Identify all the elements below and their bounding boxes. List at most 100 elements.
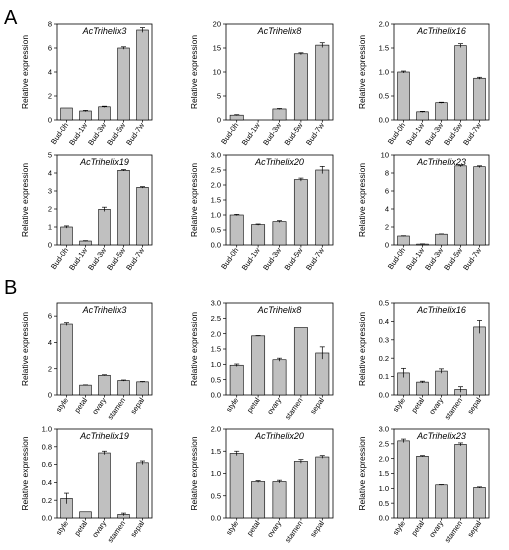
y-tick-label: 1.5	[211, 345, 221, 354]
x-tick-label: Bud-0h	[219, 246, 240, 271]
chart-title: AcTrihelix3	[82, 26, 127, 36]
chart-12: AcTrihelix23 Relative expression 0.0 0.5 1.0…	[357, 425, 490, 544]
y-tick-label: 0.5	[379, 299, 389, 308]
x-tick-label: Bud-5w	[105, 246, 127, 272]
y-tick-label: 5	[217, 92, 221, 101]
x-tick-label: Bud-5w	[442, 121, 464, 147]
y-tick-label: 6	[385, 187, 389, 196]
bar-style	[229, 364, 244, 396]
y-tick-label: 0	[48, 116, 52, 125]
x-tick-label: Bud-3w	[261, 246, 283, 272]
bar-bud-5w	[117, 47, 130, 121]
bar-bud-7w	[315, 169, 330, 246]
y-tick-label: 3	[48, 187, 52, 196]
bar-ovary	[435, 370, 448, 396]
bar-bud-0h	[229, 114, 244, 121]
x-tick-label: petal	[409, 396, 426, 415]
chart-8: AcTrihelix8 Relative expression 0.0 0.5 1.0 1…	[189, 299, 334, 421]
x-tick-label: Bud-7w	[461, 121, 483, 147]
y-tick-label: 2	[48, 205, 52, 214]
y-tick-label: 8	[48, 20, 52, 29]
y-tick-label: 0.0	[379, 391, 389, 400]
bar-petal	[251, 335, 266, 396]
bar-bud-7w	[136, 187, 149, 246]
y-axis-label: Relative expression	[357, 163, 367, 237]
bar-sepal	[473, 326, 486, 396]
chart-5: AcTrihelix20 Relative expression 0.0 0.5 1.0…	[189, 151, 334, 272]
y-tick-label: 0.8	[42, 442, 52, 451]
chart-7: AcTrihelix3 Relative expression 0 2 4 6 style p…	[20, 302, 153, 421]
x-tick-label: ovary	[265, 396, 283, 416]
chart-title: AcTrihelix8	[257, 26, 302, 36]
y-tick-label: 0.2	[379, 354, 389, 363]
bar-bud-0h	[60, 107, 73, 121]
x-tick-label: Bud-3w	[86, 246, 108, 272]
y-tick-label: 8	[385, 169, 389, 178]
y-tick-label: 2	[385, 223, 389, 232]
x-tick-label: Bud-7w	[461, 246, 483, 272]
y-tick-label: 0.0	[42, 514, 52, 523]
x-tick-label: Bud-1w	[404, 121, 426, 147]
y-tick-label: 5	[48, 151, 52, 160]
x-tick-label: petal	[245, 396, 262, 415]
bar-bud-3w	[98, 209, 111, 246]
y-tick-label: 0.5	[211, 491, 221, 500]
y-axis-label: Relative expression	[189, 163, 199, 237]
y-tick-label: 0.5	[211, 375, 221, 384]
x-tick-label: style	[391, 519, 407, 537]
y-tick-label: 1.5	[379, 44, 389, 53]
bar-bud-5w	[293, 179, 308, 246]
bar-sepal	[315, 352, 330, 396]
bar-bud-0h	[397, 235, 410, 246]
y-tick-label: 2.5	[379, 439, 389, 448]
bar-bud-7w	[315, 44, 330, 121]
y-tick-label: 0.5	[379, 499, 389, 508]
x-tick-label: Bud-0h	[219, 121, 240, 146]
x-tick-label: Bud-3w	[423, 121, 445, 147]
x-tick-label: Bud-5w	[105, 121, 127, 147]
y-tick-label: 2	[48, 92, 52, 101]
y-tick-label: 0.0	[379, 116, 389, 125]
x-tick-label: style	[224, 396, 240, 414]
bar-petal	[416, 381, 429, 396]
x-tick-label: Bud-1w	[240, 246, 262, 272]
y-tick-label: 10	[381, 151, 389, 160]
bar-bud-3w	[272, 108, 287, 121]
y-tick-label: 2.0	[211, 329, 221, 338]
y-tick-label: 1.0	[379, 484, 389, 493]
y-tick-label: 0.0	[379, 514, 389, 523]
x-tick-label: Bud-1w	[240, 121, 262, 147]
y-tick-label: 0	[385, 241, 389, 250]
bar-bud-3w	[98, 106, 111, 121]
y-tick-label: 6	[48, 44, 52, 53]
y-axis-label: Relative expression	[189, 436, 199, 510]
y-axis-label: Relative expression	[189, 312, 199, 386]
y-tick-label: 4	[48, 68, 52, 77]
x-tick-label: petal	[245, 519, 262, 538]
y-tick-label: 1.5	[211, 447, 221, 456]
y-tick-label: 2.5	[211, 314, 221, 323]
y-tick-label: 1.0	[42, 425, 52, 434]
chart-title: AcTrihelix23	[416, 431, 466, 441]
bar-bud-0h	[397, 71, 410, 121]
bar-sepal	[136, 462, 149, 519]
x-tick-label: Bud-1w	[67, 121, 89, 147]
chart-11: AcTrihelix20 Relative expression 0.0 0.5 1.0…	[189, 425, 334, 544]
chart-title: AcTrihelix20	[254, 431, 304, 441]
y-tick-label: 0.5	[379, 92, 389, 101]
chart-3: AcTrihelix16 Relative expression 0.0 0.5 1.0…	[357, 20, 490, 147]
y-tick-label: 0.0	[211, 391, 221, 400]
panel-label-a: A	[4, 7, 18, 29]
x-tick-label: style	[54, 519, 70, 537]
x-tick-label: stamen	[443, 396, 464, 421]
y-tick-label: 0	[48, 241, 52, 250]
bar-stamen	[293, 461, 308, 519]
bar-stamen	[117, 380, 130, 396]
bar-stamen	[293, 327, 308, 396]
x-tick-label: Bud-3w	[86, 121, 108, 147]
bar-bud-3w	[435, 233, 448, 246]
x-tick-label: style	[224, 519, 240, 537]
bar-ovary	[435, 484, 448, 519]
x-tick-label: stamen	[106, 519, 127, 544]
